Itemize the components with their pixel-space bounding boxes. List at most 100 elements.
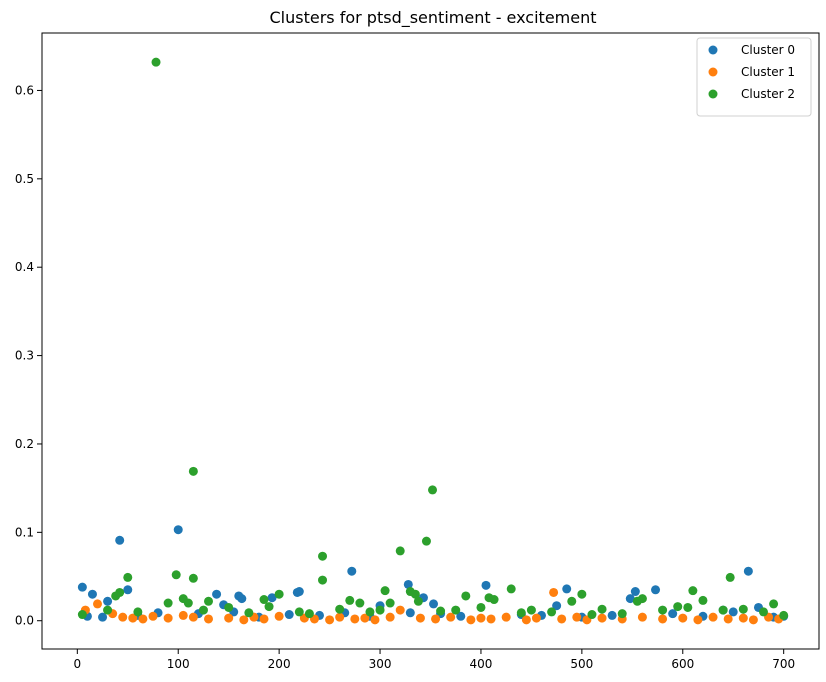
y-tick-label: 0.5 <box>15 172 34 186</box>
scatter-point <box>318 575 328 585</box>
scatter-point <box>347 566 357 576</box>
scatter-point <box>415 613 425 623</box>
scatter-point <box>759 607 768 617</box>
x-tick-label: 600 <box>671 657 694 671</box>
legend-item: Cluster 0 <box>708 43 795 57</box>
scatter-point <box>93 599 102 609</box>
scatter-point <box>651 585 661 595</box>
y-tick-label: 0.6 <box>15 83 34 97</box>
scatter-point <box>115 535 125 545</box>
scatter-point <box>259 595 269 605</box>
scatter-point <box>355 598 365 608</box>
scatter-point <box>769 599 779 609</box>
scatter-point <box>673 602 683 612</box>
scatter-point <box>738 613 748 623</box>
scatter-point <box>173 525 183 535</box>
scatter-point <box>446 612 456 622</box>
legend-item: Cluster 2 <box>708 87 795 101</box>
scatter-point <box>294 607 304 617</box>
scatter-point <box>421 536 431 546</box>
scatter-point <box>138 614 148 624</box>
x-tick-label: 200 <box>268 657 291 671</box>
scatter-point <box>531 613 541 623</box>
scatter-point <box>413 596 423 606</box>
scatter-point <box>360 613 370 623</box>
scatter-point <box>345 595 355 605</box>
scatter-point <box>738 604 748 614</box>
legend-marker <box>708 67 718 77</box>
scatter-point <box>567 596 577 606</box>
scatter-point <box>274 611 284 621</box>
scatter-point <box>198 605 208 615</box>
scatter-point <box>723 614 733 624</box>
y-tick-label: 0.4 <box>15 260 34 274</box>
scatter-point <box>395 605 405 615</box>
chart-title: Clusters for ptsd_sentiment - excitement <box>270 8 597 28</box>
scatter-point <box>375 605 385 615</box>
scatter-point <box>111 591 121 601</box>
scatter-point <box>224 613 234 623</box>
scatter-point <box>678 613 688 623</box>
legend-marker <box>708 89 718 99</box>
scatter-point <box>380 586 390 596</box>
scatter-point <box>506 584 516 594</box>
scatter-point <box>658 614 668 624</box>
y-tick-label: 0.3 <box>15 349 34 363</box>
series-cluster-2 <box>77 57 789 620</box>
scatter-point <box>658 605 668 615</box>
scatter-point <box>325 615 335 625</box>
scatter-point <box>552 601 562 611</box>
scatter-point <box>451 605 461 615</box>
x-tick-label: 700 <box>772 657 795 671</box>
scatter-point <box>476 613 486 623</box>
scatter-point <box>557 614 567 624</box>
scatter-point <box>335 604 345 614</box>
scatter-point <box>630 587 640 597</box>
scatter-point <box>779 610 789 620</box>
scatter-point <box>294 587 304 597</box>
scatter-point <box>637 594 647 604</box>
scatter-point <box>148 611 158 621</box>
scatter-point <box>562 584 572 594</box>
scatter-point <box>304 609 314 619</box>
scatter-point <box>476 602 486 612</box>
scatter-point <box>587 610 597 620</box>
scatter-point <box>267 593 277 603</box>
scatter-point <box>385 598 395 608</box>
scatter-point <box>128 613 138 623</box>
scatter-point <box>239 615 249 625</box>
series-cluster-1 <box>80 587 784 625</box>
scatter-point <box>547 607 557 617</box>
scatter-point <box>163 613 173 623</box>
scatter-point <box>521 615 531 625</box>
scatter-point <box>350 614 360 624</box>
legend-label: Cluster 1 <box>741 65 795 79</box>
scatter-point <box>335 612 345 622</box>
scatter-point <box>597 613 607 623</box>
y-axis: 0.0 0.1 0.2 0.3 0.4 0.5 0.6 <box>15 83 42 628</box>
scatter-point <box>259 614 269 624</box>
scatter-point <box>625 594 635 604</box>
scatter-point <box>405 608 415 618</box>
scatter-point <box>688 586 698 596</box>
scatter-point <box>188 466 198 476</box>
scatter-point <box>171 570 181 580</box>
scatter-point <box>183 598 193 608</box>
scatter-point <box>385 612 395 622</box>
scatter-point <box>456 611 466 621</box>
legend-label: Cluster 2 <box>741 87 795 101</box>
scatter-point <box>428 485 438 495</box>
scatter-point <box>683 602 693 612</box>
y-tick-label: 0.1 <box>15 525 34 539</box>
scatter-point <box>237 594 247 604</box>
scatter-point <box>188 612 198 622</box>
scatter-point <box>395 546 405 556</box>
scatter-point <box>123 585 133 595</box>
scatter-point <box>718 605 728 615</box>
scatter-point <box>431 614 441 624</box>
scatter-point <box>516 608 526 618</box>
x-tick-label: 100 <box>167 657 190 671</box>
scatter-point <box>617 609 627 619</box>
